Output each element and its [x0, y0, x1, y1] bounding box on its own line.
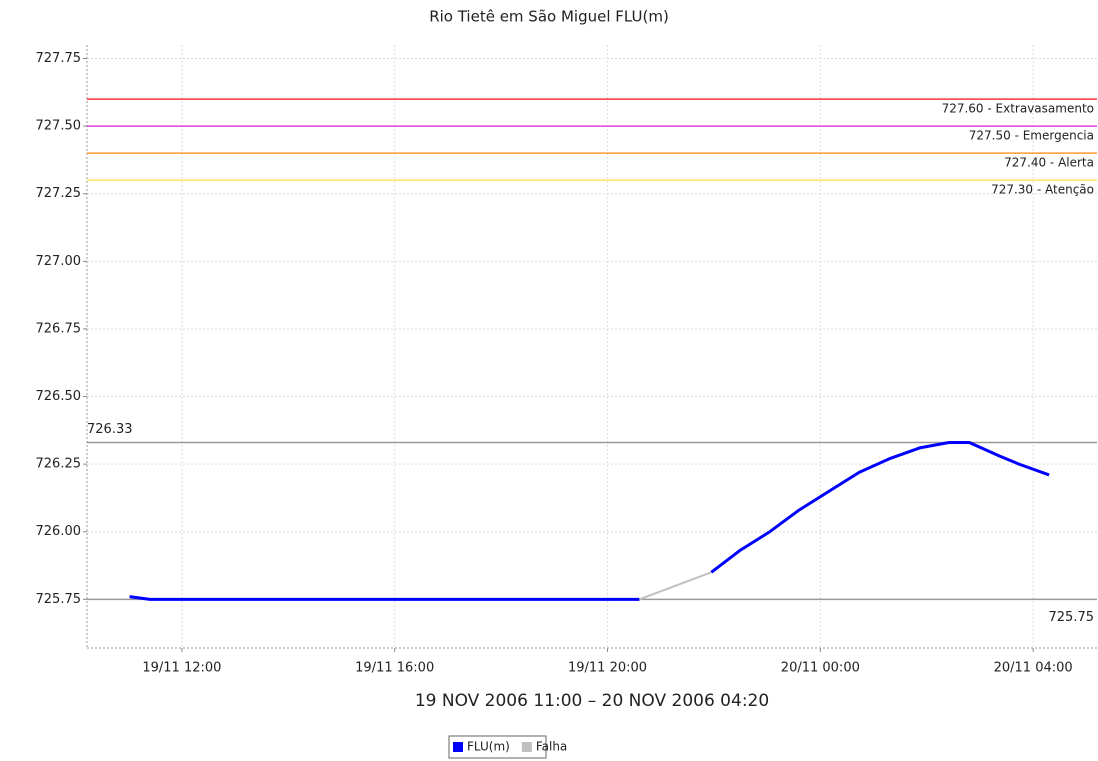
x-tick-label: 20/11 04:00: [994, 661, 1073, 676]
x-axis-label: 19 NOV 2006 11:00 – 20 NOV 2006 04:20: [415, 691, 769, 711]
y-tick-label: 725.75: [36, 592, 82, 607]
y-tick-label: 726.75: [36, 321, 82, 336]
min-label: 725.75: [1049, 610, 1095, 625]
legend-label: Falha: [536, 740, 567, 754]
x-tick-label: 19/11 12:00: [142, 661, 221, 676]
y-tick-label: 726.50: [36, 389, 82, 404]
legend-label: FLU(m): [467, 740, 510, 754]
legend-box: [448, 735, 547, 759]
reference-label: 727.30 - Atenção: [991, 183, 1094, 197]
x-tick-label: 19/11 16:00: [355, 661, 434, 676]
y-tick-label: 727.00: [36, 254, 82, 269]
x-tick-label: 19/11 20:00: [568, 661, 647, 676]
x-tick-label: 20/11 00:00: [781, 661, 860, 676]
legend-swatch: [521, 742, 532, 752]
reference-label: 727.40 - Alerta: [1004, 156, 1094, 170]
y-tick-label: 727.75: [36, 51, 82, 66]
y-tick-label: 726.25: [36, 457, 82, 472]
series-line: [129, 440, 1050, 601]
legend-swatch: [453, 742, 463, 752]
max-label: 726.33: [87, 422, 133, 437]
chart-title: Rio Tietê em São Miguel FLU(m): [429, 8, 669, 26]
y-tick-label: 727.25: [36, 186, 82, 201]
y-tick-label: 727.50: [36, 119, 82, 134]
reference-label: 727.60 - Extravasamento: [942, 102, 1094, 116]
reference-label: 727.50 - Emergencia: [969, 129, 1094, 143]
series-line: [639, 571, 712, 601]
y-tick-label: 726.00: [36, 524, 82, 539]
